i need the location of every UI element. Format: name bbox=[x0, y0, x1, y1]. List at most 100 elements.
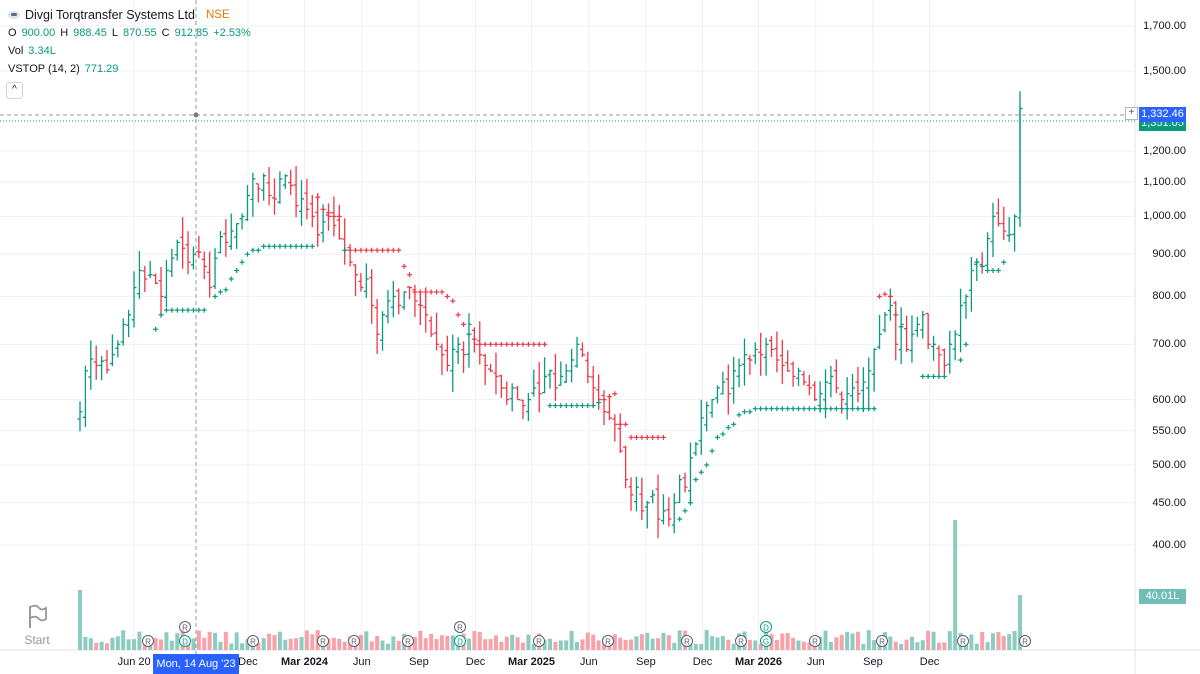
volume-bar bbox=[893, 641, 898, 650]
low-value: 870.55 bbox=[122, 27, 157, 39]
price-tick-label: 450.00 bbox=[1152, 496, 1186, 509]
event-marker-letter: D bbox=[182, 638, 188, 647]
time-tick-label: Dec bbox=[692, 656, 713, 668]
event-marker-r-icon[interactable] bbox=[247, 635, 259, 647]
event-marker-d-icon[interactable] bbox=[179, 635, 191, 647]
event-marker-letter: R bbox=[960, 638, 966, 647]
add-alert-button[interactable]: + bbox=[1125, 107, 1138, 120]
volume-bar bbox=[666, 635, 671, 650]
volume-bar bbox=[720, 636, 725, 650]
symbol-row[interactable]: Divgi Torqtransfer Systems Ltd NSE bbox=[8, 6, 251, 24]
crosshair-price-tag: 1,332.46 bbox=[1139, 107, 1186, 122]
volume-bar bbox=[299, 637, 304, 650]
volume-bar bbox=[834, 637, 839, 650]
volume-bar bbox=[612, 634, 617, 650]
volume-bar bbox=[915, 642, 920, 650]
indicator-value: 771.29 bbox=[84, 63, 119, 75]
event-marker-r-icon[interactable] bbox=[348, 635, 360, 647]
volume-bar bbox=[920, 640, 925, 650]
volume-bar bbox=[99, 641, 104, 650]
close-label: C bbox=[161, 27, 170, 39]
event-marker-r-icon[interactable] bbox=[876, 635, 888, 647]
volume-bar bbox=[110, 637, 115, 650]
volume-bar bbox=[385, 643, 390, 650]
volume-row[interactable]: Vol 3.34L bbox=[8, 42, 251, 60]
volume-bar bbox=[234, 632, 239, 650]
event-marker-r-icon[interactable] bbox=[1019, 635, 1031, 647]
volume-bar bbox=[493, 635, 498, 650]
volume-bar bbox=[331, 637, 336, 650]
price-tick-label: 900.00 bbox=[1152, 248, 1186, 261]
volume-bar bbox=[823, 630, 828, 650]
volume-bar bbox=[375, 636, 380, 650]
event-marker-r-icon[interactable] bbox=[957, 635, 969, 647]
volume-bar bbox=[845, 631, 850, 650]
volume-bar bbox=[904, 639, 909, 650]
volume-bar bbox=[639, 634, 644, 650]
time-tick-label: Sep bbox=[863, 656, 883, 668]
volume-bar bbox=[137, 631, 142, 650]
volume-bar bbox=[369, 641, 374, 650]
collapse-legend-button[interactable]: ^ bbox=[6, 82, 23, 99]
volume-bar bbox=[564, 640, 569, 650]
event-marker-letter: R bbox=[684, 638, 690, 647]
volume-bar bbox=[196, 630, 201, 650]
indicator-label: VSTOP (14, 2) bbox=[8, 63, 80, 75]
volume-bar bbox=[294, 638, 299, 650]
volume-bar bbox=[126, 639, 131, 650]
volume-bar bbox=[634, 636, 639, 650]
event-marker-r-icon[interactable] bbox=[454, 621, 466, 633]
volume-bar bbox=[240, 643, 245, 650]
event-marker-letter: R bbox=[879, 638, 885, 647]
flag-icon bbox=[29, 604, 47, 628]
volume-bar bbox=[450, 635, 455, 650]
volume-bar bbox=[656, 638, 661, 650]
event-marker-letter: R bbox=[605, 638, 611, 647]
event-marker-d-icon[interactable] bbox=[760, 621, 772, 633]
time-tick-label: Jun bbox=[352, 656, 371, 668]
event-marker-letter: R bbox=[320, 638, 326, 647]
volume-bar bbox=[267, 633, 272, 650]
volume-bar bbox=[94, 642, 99, 650]
volume-bar bbox=[780, 633, 785, 650]
volume-bar bbox=[645, 632, 650, 650]
volume-bar bbox=[207, 631, 212, 650]
event-marker-r-icon[interactable] bbox=[179, 621, 191, 633]
event-marker-r-icon[interactable] bbox=[533, 635, 545, 647]
volume-bar bbox=[715, 637, 720, 650]
volume-bar bbox=[866, 630, 871, 650]
volume-bar bbox=[753, 640, 758, 650]
volume-bar bbox=[229, 643, 234, 650]
event-marker-r-icon[interactable] bbox=[602, 635, 614, 647]
event-marker-g-icon[interactable] bbox=[760, 635, 772, 647]
volume-bar bbox=[223, 631, 228, 650]
volume-bar bbox=[445, 635, 450, 650]
volume-bar bbox=[526, 634, 531, 650]
high-label: H bbox=[60, 27, 69, 39]
symbol-name[interactable]: Divgi Torqtransfer Systems Ltd bbox=[25, 8, 195, 22]
volume-bar bbox=[899, 643, 904, 650]
volume-bar bbox=[704, 630, 709, 650]
volume-bar bbox=[985, 642, 990, 650]
volume-bar bbox=[423, 638, 428, 650]
event-marker-r-icon[interactable] bbox=[402, 635, 414, 647]
price-tick-label: 400.00 bbox=[1152, 539, 1186, 551]
event-marker-r-icon[interactable] bbox=[142, 635, 154, 647]
volume-bar bbox=[1018, 595, 1022, 650]
volume-bar bbox=[88, 638, 93, 650]
indicator-row[interactable]: VSTOP (14, 2) 771.29 bbox=[8, 60, 251, 78]
time-tick-label: Mar 2025 bbox=[507, 656, 556, 668]
event-marker-r-icon[interactable] bbox=[735, 635, 747, 647]
event-marker-d-icon[interactable] bbox=[454, 635, 466, 647]
event-marker-r-icon[interactable] bbox=[809, 635, 821, 647]
start-button[interactable]: Start bbox=[22, 604, 52, 647]
event-marker-letter: R bbox=[250, 638, 256, 647]
exchange-badge: NSE bbox=[205, 9, 230, 21]
time-tick-label: Dec bbox=[238, 656, 258, 668]
event-marker-r-icon[interactable] bbox=[317, 635, 329, 647]
volume-bar bbox=[472, 631, 477, 650]
time-tick-label: Jun bbox=[579, 656, 598, 668]
event-marker-r-icon[interactable] bbox=[681, 635, 693, 647]
event-marker-letter: D bbox=[763, 624, 769, 633]
